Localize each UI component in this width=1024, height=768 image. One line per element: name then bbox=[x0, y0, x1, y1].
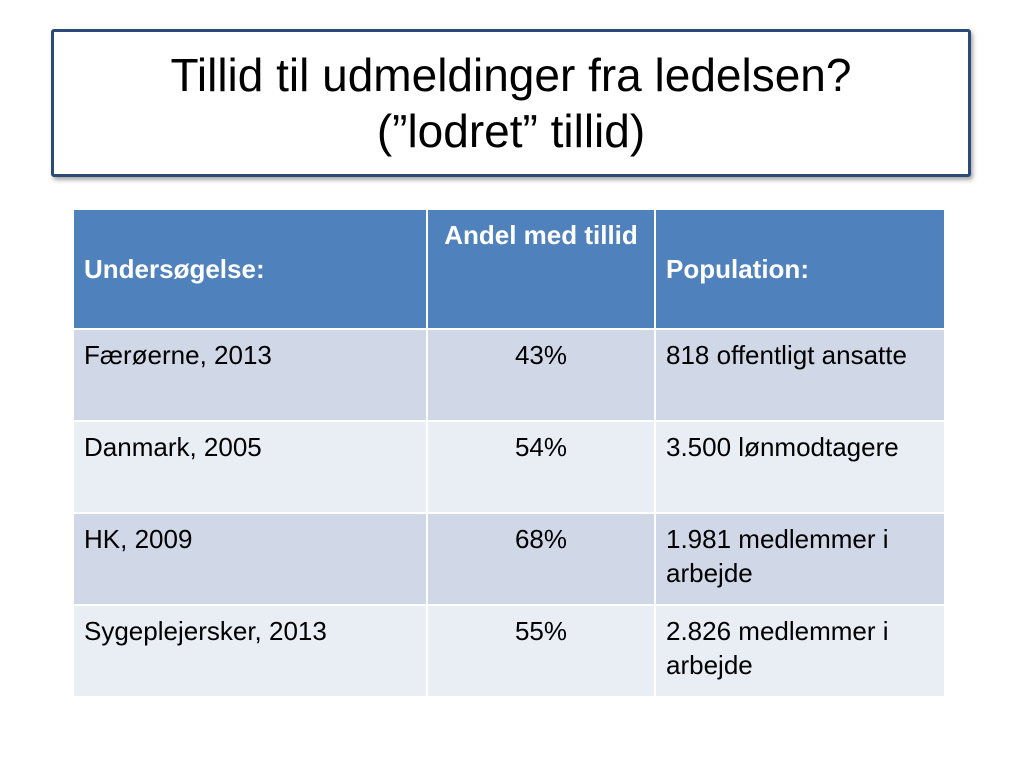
cell-population: 818 offentligt ansatte bbox=[654, 328, 946, 422]
table-header-row: Undersøgelse: Andel med tillid Populatio… bbox=[72, 208, 946, 330]
cell-population: 3.500 lønmodtagere bbox=[654, 420, 946, 514]
cell-share: 43% bbox=[426, 328, 656, 422]
cell-population: 1.981 medlemmer i arbejde bbox=[654, 512, 946, 606]
slide-title-line-1: Tillid til udmeldinger fra ledelsen? bbox=[170, 49, 852, 101]
cell-share: 55% bbox=[426, 604, 656, 698]
cell-share: 54% bbox=[426, 420, 656, 514]
table-row: Sygeplejersker, 2013 55% 2.826 medlemmer… bbox=[72, 604, 946, 698]
table-row: HK, 2009 68% 1.981 medlemmer i arbejde bbox=[72, 512, 946, 606]
survey-table: Undersøgelse: Andel med tillid Populatio… bbox=[72, 208, 946, 698]
slide-title-line-2: (”lodret” tillid) bbox=[376, 105, 646, 157]
cell-survey: Sygeplejersker, 2013 bbox=[72, 604, 428, 698]
title-box: Tillid til udmeldinger fra ledelsen? (”l… bbox=[51, 29, 971, 177]
cell-survey: Danmark, 2005 bbox=[72, 420, 428, 514]
table-row: Færøerne, 2013 43% 818 offentligt ansatt… bbox=[72, 328, 946, 422]
table-row: Danmark, 2005 54% 3.500 lønmodtagere bbox=[72, 420, 946, 514]
cell-survey: HK, 2009 bbox=[72, 512, 428, 606]
header-survey: Undersøgelse: bbox=[72, 208, 428, 330]
header-share-with-trust: Andel med tillid bbox=[426, 208, 656, 330]
header-population: Population: bbox=[654, 208, 946, 330]
cell-share: 68% bbox=[426, 512, 656, 606]
cell-survey: Færøerne, 2013 bbox=[72, 328, 428, 422]
cell-population: 2.826 medlemmer i arbejde bbox=[654, 604, 946, 698]
